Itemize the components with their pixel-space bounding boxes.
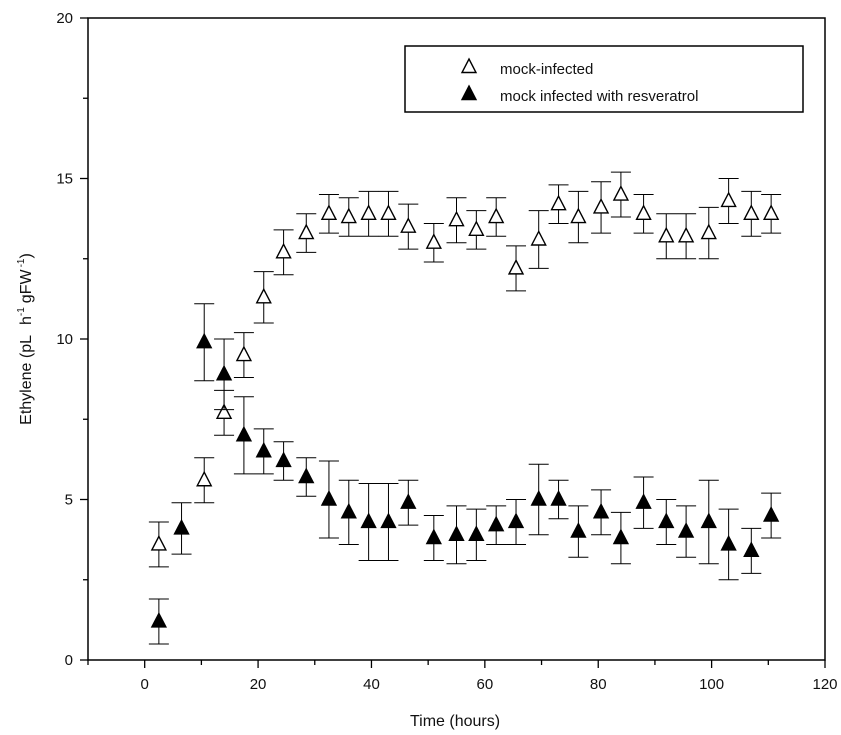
y-axis-title-part-4: ) bbox=[18, 253, 35, 258]
data-point-mock-infected bbox=[658, 226, 675, 243]
data-point-mock-infected bbox=[196, 470, 213, 487]
data-point-mock-infected bbox=[592, 197, 610, 214]
data-point-mock-infected bbox=[298, 223, 315, 240]
data-point-mock-infected bbox=[507, 258, 525, 275]
data-point-resveratrol bbox=[570, 522, 587, 538]
data-point-mock-infected bbox=[340, 207, 357, 224]
data-point-resveratrol bbox=[196, 332, 213, 349]
data-point-mock-infected bbox=[425, 233, 442, 249]
data-point-mock-infected bbox=[635, 204, 652, 221]
legend: mock-infected mock infected with resvera… bbox=[404, 45, 804, 113]
x-tick-label: 60 bbox=[477, 676, 494, 693]
y-tick-label: 5 bbox=[65, 492, 73, 509]
data-point-mock-infected bbox=[360, 204, 377, 221]
data-point-mock-infected bbox=[460, 57, 478, 74]
x-tick-label: 20 bbox=[250, 676, 267, 693]
y-axis-title-part-3: gFW bbox=[18, 269, 35, 304]
legend-label-mock-infected: mock-infected bbox=[500, 61, 593, 78]
data-point-mock-infected bbox=[612, 185, 630, 201]
data-point-resveratrol bbox=[658, 512, 675, 529]
data-point-mock-infected bbox=[468, 220, 485, 237]
legend-box bbox=[404, 45, 804, 113]
y-axis-title-sup-1: -1 bbox=[16, 307, 27, 316]
y-tick-label: 10 bbox=[56, 331, 73, 348]
data-point-mock-infected bbox=[720, 191, 737, 208]
data-point-mock-infected bbox=[380, 204, 397, 221]
x-axis-ticks: 0 20 40 60 80 100 120 bbox=[87, 660, 838, 693]
x-tick-label: 0 bbox=[141, 676, 149, 693]
data-point-mock-infected bbox=[743, 204, 760, 221]
data-point-resveratrol bbox=[380, 512, 397, 529]
y-tick-label: 20 bbox=[56, 10, 73, 27]
data-point-resveratrol bbox=[298, 467, 315, 484]
data-point-resveratrol bbox=[530, 489, 547, 506]
data-point-mock-infected bbox=[448, 210, 465, 227]
y-axis-title-part-2: h bbox=[18, 316, 35, 325]
data-point-resveratrol bbox=[320, 489, 338, 506]
legend-marker-open-triangle bbox=[460, 57, 478, 74]
data-point-mock-infected bbox=[400, 217, 417, 233]
data-point-resveratrol bbox=[762, 506, 780, 522]
y-axis-ticks: 0 5 10 15 20 bbox=[56, 10, 88, 669]
data-point-mock-infected bbox=[320, 204, 338, 221]
data-point-resveratrol bbox=[720, 534, 737, 551]
data-point-mock-infected bbox=[530, 229, 547, 246]
data-point-mock-infected bbox=[235, 345, 253, 362]
data-point-resveratrol bbox=[360, 512, 377, 529]
y-tick-label: 15 bbox=[56, 171, 73, 188]
data-point-resveratrol bbox=[235, 425, 253, 442]
data-point-resveratrol bbox=[340, 502, 357, 519]
x-tick-label: 40 bbox=[363, 676, 380, 693]
data-point-resveratrol bbox=[460, 84, 478, 101]
y-axis-title: Ethylene (pLh-1gFW-1) bbox=[16, 253, 35, 425]
x-axis-title: Time (hours) bbox=[410, 713, 500, 730]
x-tick-label: 100 bbox=[699, 676, 724, 693]
data-point-mock-infected bbox=[215, 403, 233, 420]
data-point-mock-infected bbox=[488, 207, 505, 224]
data-point-resveratrol bbox=[150, 611, 168, 628]
x-tick-label: 80 bbox=[590, 676, 607, 693]
data-point-mock-infected bbox=[677, 226, 695, 243]
data-series bbox=[148, 171, 782, 645]
data-point-resveratrol bbox=[612, 528, 630, 545]
data-point-resveratrol bbox=[255, 441, 272, 458]
data-point-mock-infected bbox=[550, 194, 567, 211]
data-point-resveratrol bbox=[448, 525, 465, 542]
data-point-mock-infected bbox=[570, 207, 587, 224]
data-point-mock-infected bbox=[275, 242, 292, 259]
data-point-mock-infected bbox=[700, 223, 717, 240]
data-point-resveratrol bbox=[215, 364, 233, 381]
svg-text:Ethylene (pLh-1gFW-1): Ethylene (pLh-1gFW-1) bbox=[16, 253, 35, 425]
x-tick-label: 120 bbox=[812, 676, 837, 693]
y-axis-title-sup-2: -1 bbox=[16, 258, 27, 267]
data-point-mock-infected bbox=[762, 204, 780, 221]
data-point-resveratrol bbox=[488, 515, 505, 532]
data-point-resveratrol bbox=[173, 518, 190, 535]
data-point-resveratrol bbox=[592, 502, 610, 519]
data-point-mock-infected bbox=[255, 287, 272, 304]
data-point-resveratrol bbox=[425, 528, 442, 545]
data-point-resveratrol bbox=[507, 512, 525, 529]
legend-marker-filled-triangle bbox=[460, 84, 478, 101]
y-tick-label: 0 bbox=[65, 652, 73, 669]
data-point-resveratrol bbox=[743, 541, 760, 558]
data-point-mock-infected bbox=[150, 534, 168, 551]
data-point-resveratrol bbox=[700, 512, 717, 529]
data-point-resveratrol bbox=[468, 525, 485, 542]
data-point-resveratrol bbox=[677, 522, 695, 538]
legend-label-resveratrol: mock infected with resveratrol bbox=[500, 88, 698, 105]
data-point-resveratrol bbox=[400, 493, 417, 509]
data-point-resveratrol bbox=[550, 489, 567, 506]
data-point-resveratrol bbox=[635, 493, 652, 509]
data-point-resveratrol bbox=[275, 451, 292, 468]
y-axis-title-part-1: Ethylene (pL bbox=[18, 335, 35, 425]
